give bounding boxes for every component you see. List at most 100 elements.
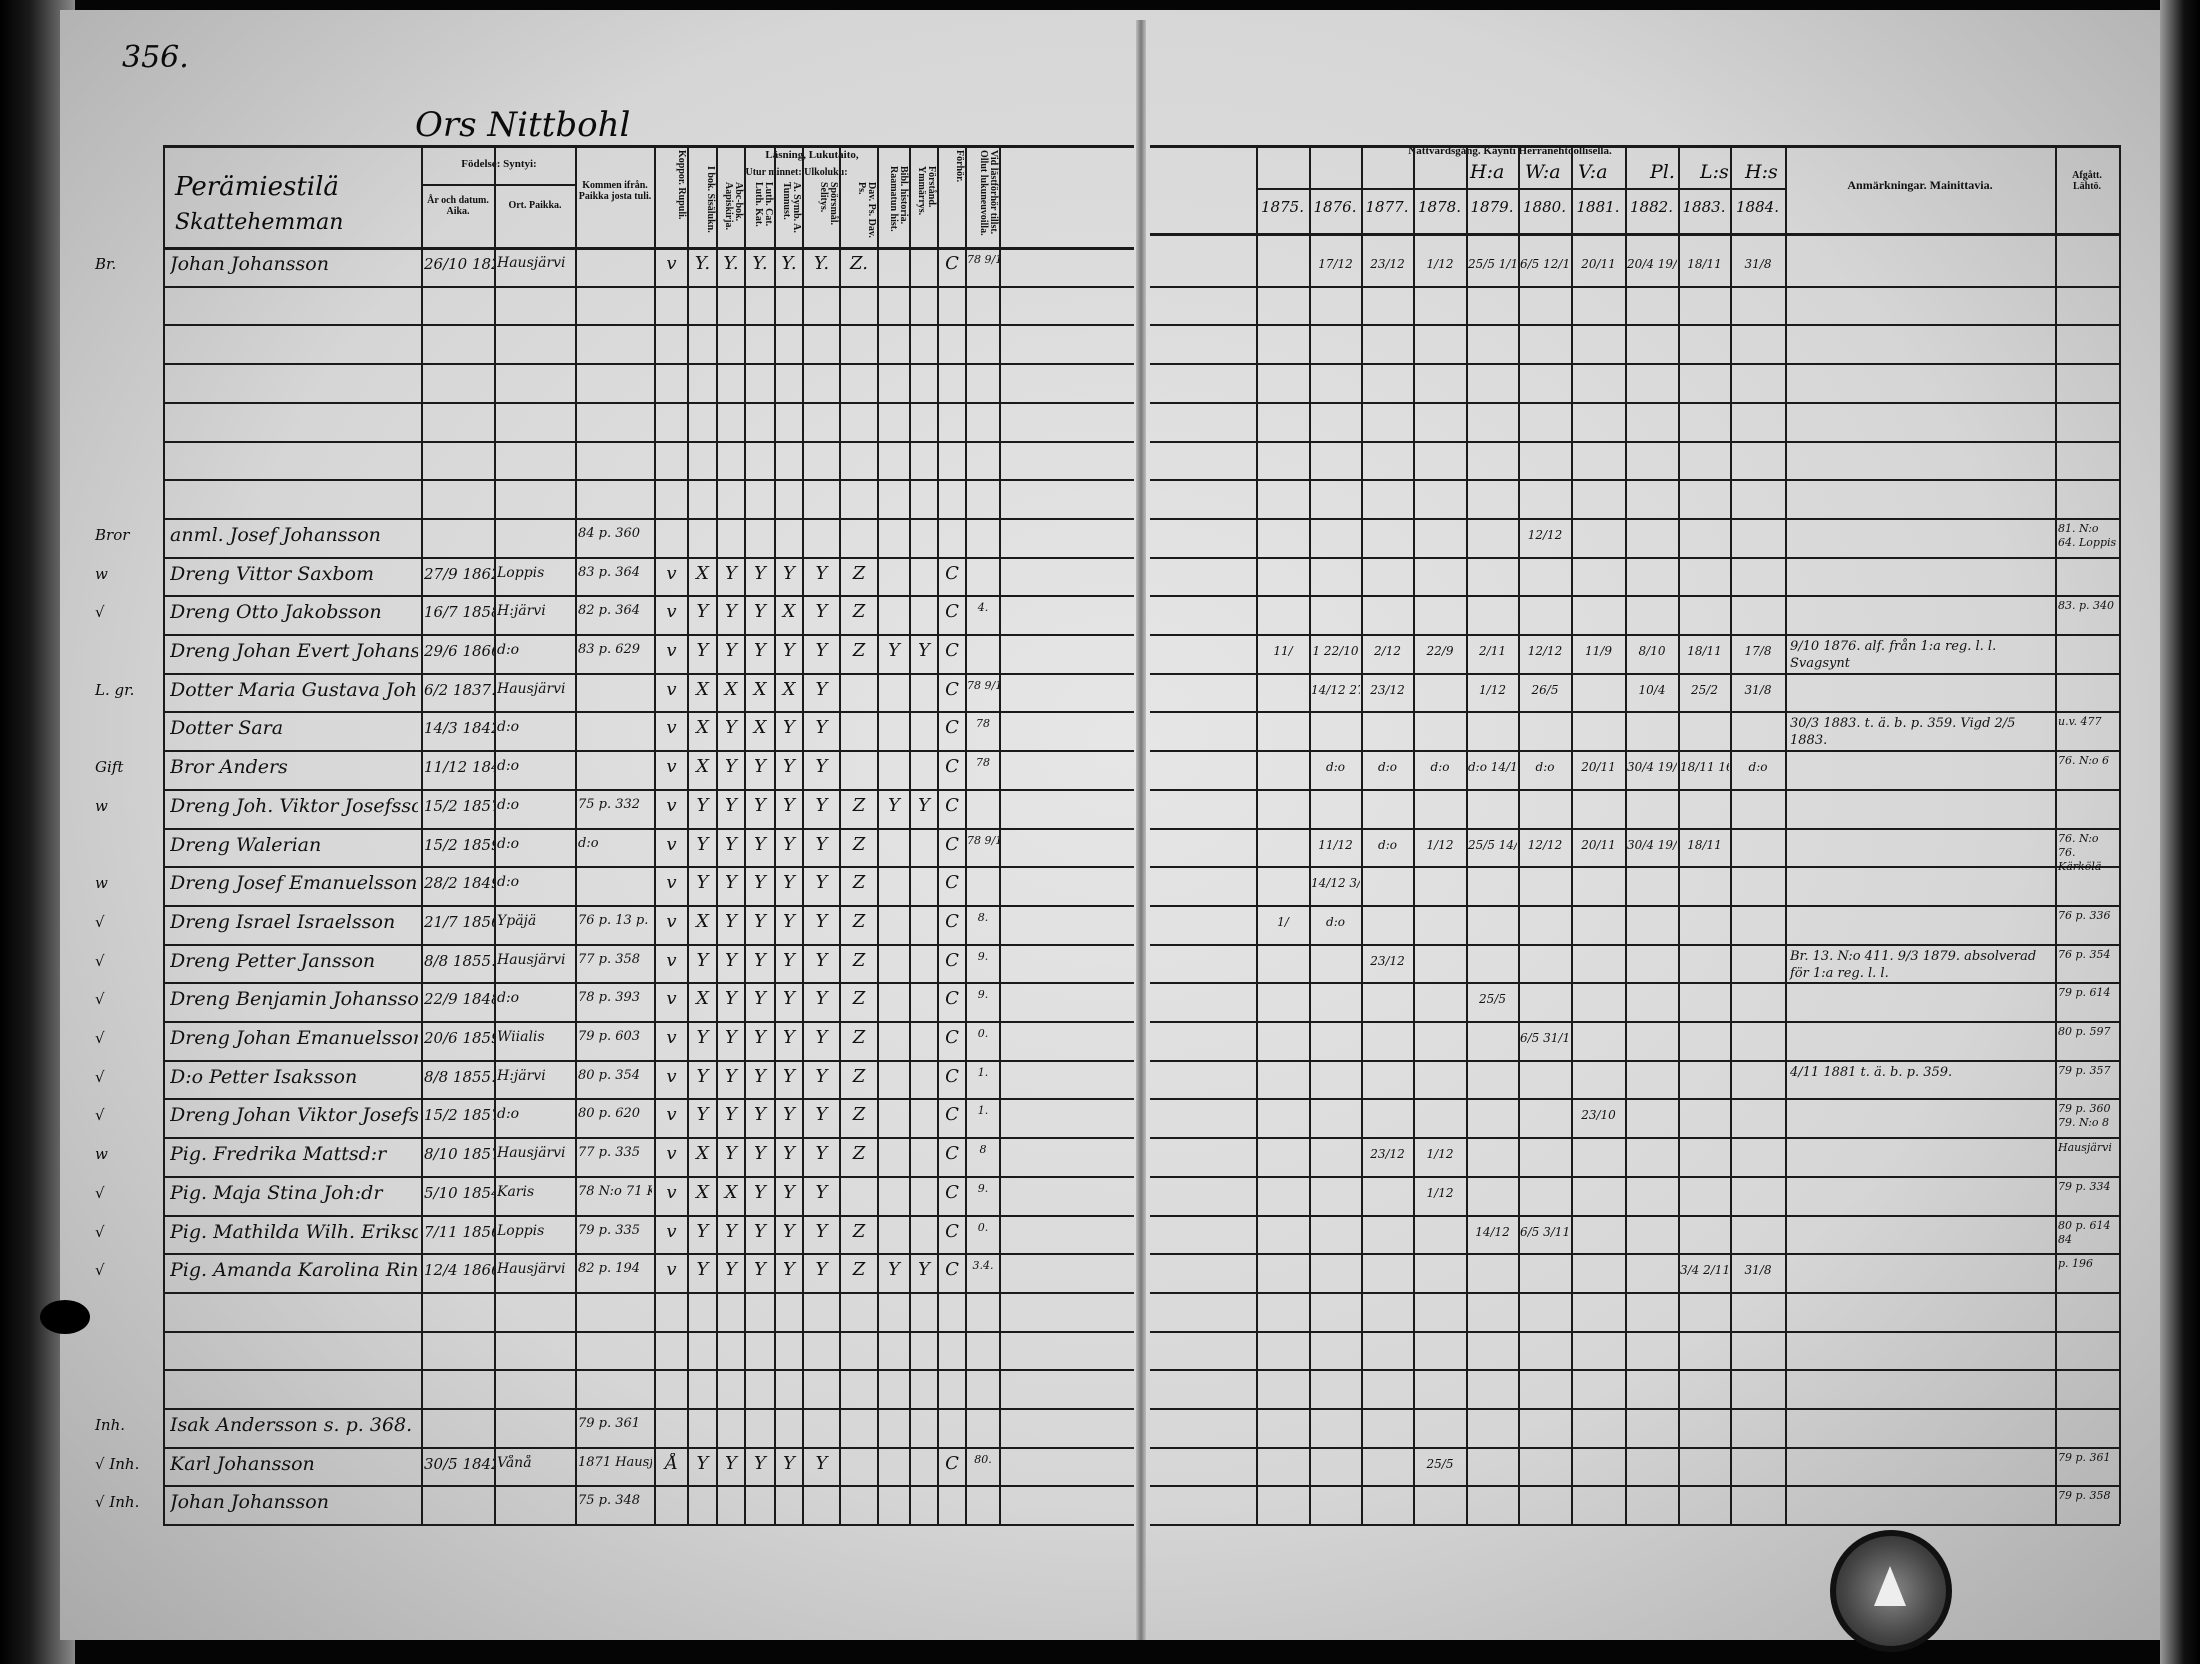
person-name: Dreng Johan Emanuelsson bbox=[170, 1027, 418, 1049]
row-rule bbox=[163, 1524, 1134, 1527]
reading-mark: 0. bbox=[977, 1027, 989, 1040]
communion-date: d:o bbox=[1326, 914, 1345, 929]
communion-year-header: 1877. bbox=[1365, 198, 1409, 216]
person-name: Dreng Walerian bbox=[170, 833, 322, 856]
reading-group-header: Läsning, Lukutaito, bbox=[765, 149, 859, 161]
column-rule bbox=[909, 145, 911, 1525]
reading-mark: 0. bbox=[977, 1220, 989, 1234]
reading-column-header: Bibl. historia. Raamatun hist. bbox=[888, 166, 909, 232]
reading-mark: Y bbox=[783, 1027, 795, 1048]
reading-mark: Y bbox=[815, 601, 828, 623]
birth-date: 30/5 1842. bbox=[424, 1454, 494, 1473]
communion-date: 1/12 bbox=[1426, 837, 1454, 852]
reading-mark: C bbox=[945, 756, 959, 778]
column-rule bbox=[1256, 145, 1258, 1525]
reading-mark: Y bbox=[783, 756, 795, 778]
reading-mark: Z bbox=[852, 601, 866, 623]
person-name: Pig. Amanda Karolina Ring bbox=[170, 1259, 418, 1282]
communion-date: 25/5 bbox=[1426, 1456, 1454, 1471]
reading-mark: X bbox=[696, 678, 709, 700]
header-bottom-rule bbox=[1150, 233, 2120, 236]
column-rule bbox=[163, 145, 165, 1525]
row-rule bbox=[163, 634, 1134, 636]
reading-mark: v bbox=[666, 872, 677, 894]
row-margin-mark: Gift bbox=[95, 758, 124, 777]
came-from: 83 p. 364 bbox=[578, 564, 641, 580]
reading-mark: C bbox=[945, 1027, 959, 1048]
reading-mark: X bbox=[696, 1143, 709, 1165]
row-margin-mark: L. gr. bbox=[95, 680, 135, 699]
birth-date: 6/2 1837. bbox=[424, 680, 494, 699]
communion-date: 22/9 bbox=[1426, 644, 1454, 658]
reading-mark: v bbox=[666, 1104, 677, 1126]
row-rule bbox=[163, 750, 1134, 753]
row-margin-mark: √ bbox=[95, 990, 105, 1009]
reading-column-header: I bok. Sisälukn. bbox=[705, 166, 716, 233]
row-rule bbox=[1150, 1408, 2120, 1410]
birth-place: Hausjärvi bbox=[497, 1145, 566, 1162]
row-margin-mark: Bror bbox=[95, 525, 130, 544]
person-name: Johan Johansson bbox=[170, 1491, 329, 1514]
reading-mark: 8 bbox=[979, 1143, 987, 1157]
communion-year-header: 1876. bbox=[1313, 198, 1357, 216]
reading-mark: Y bbox=[815, 872, 828, 894]
reading-mark: Y bbox=[815, 794, 828, 816]
person-name: Dreng Petter Jansson bbox=[170, 949, 376, 972]
communion-date: 26/5 bbox=[1531, 682, 1559, 697]
row-rule bbox=[163, 1291, 1134, 1294]
reading-mark: Y bbox=[725, 988, 737, 1010]
reading-mark: C bbox=[945, 794, 959, 816]
communion-date: 20/11 bbox=[1581, 257, 1616, 271]
column-rule bbox=[965, 145, 967, 1525]
reading-column-header: A. Symb. A. Tunnust. bbox=[781, 182, 802, 233]
birth-place: d:o bbox=[497, 758, 520, 775]
came-from: 75 p. 348 bbox=[578, 1493, 641, 1509]
reading-mark: v bbox=[666, 253, 677, 274]
reading-mark: Y bbox=[725, 1259, 737, 1281]
birth-date: 8/8 1855. bbox=[424, 1067, 494, 1086]
communion-date: 1/12 bbox=[1479, 682, 1506, 697]
communion-date: d:o bbox=[1748, 760, 1768, 775]
reading-mark: C bbox=[945, 1181, 959, 1203]
column-rule bbox=[1361, 145, 1363, 1525]
reading-mark: C bbox=[945, 949, 959, 971]
communion-date: d:o bbox=[1378, 760, 1397, 775]
reading-mark: Y bbox=[754, 1181, 766, 1203]
reading-mark: C bbox=[945, 910, 959, 932]
came-from: 79 p. 361 bbox=[578, 1416, 641, 1431]
row-rule bbox=[163, 1214, 1134, 1217]
row-rule bbox=[1150, 479, 2120, 482]
row-rule bbox=[163, 1175, 1134, 1178]
reading-mark: Y bbox=[725, 833, 737, 855]
person-name: Karl Johansson bbox=[170, 1452, 315, 1475]
reading-mark: Y bbox=[815, 1259, 828, 1281]
reading-mark: 1. bbox=[977, 1065, 989, 1079]
birth-subrule bbox=[421, 184, 575, 186]
reading-mark: X bbox=[696, 988, 709, 1010]
row-rule bbox=[163, 672, 1134, 675]
row-rule bbox=[1150, 711, 2120, 714]
birth-date: 11/12 1843. bbox=[424, 758, 494, 777]
reading-mark: Y bbox=[696, 1452, 709, 1474]
reading-mark: 8. bbox=[977, 910, 989, 924]
reading-column-header: Luth. Cat. Luth. Kat. bbox=[753, 182, 774, 227]
reading-mark: Y bbox=[725, 1220, 737, 1242]
communion-date: 14/12 3/11 bbox=[1311, 876, 1360, 891]
row-rule bbox=[163, 1369, 1134, 1372]
departed-note: 79 p. 357 bbox=[2058, 1063, 2111, 1077]
communion-date: 12/12 bbox=[1527, 837, 1563, 852]
column-rule bbox=[654, 145, 656, 1525]
header-top-rule bbox=[1150, 145, 2120, 148]
person-name: Dreng Johan Viktor Josefsson bbox=[170, 1104, 418, 1127]
person-name: Johan Johansson bbox=[170, 253, 329, 275]
came-from: 77 p. 335 bbox=[578, 1145, 641, 1161]
reading-mark: C bbox=[945, 678, 959, 700]
reading-mark: X bbox=[724, 678, 738, 700]
departed-note: 79 p. 360 79. N:o 8 bbox=[2058, 1102, 2111, 1130]
reading-mark: C bbox=[945, 1220, 959, 1242]
came-from: 79 p. 335 bbox=[578, 1222, 641, 1238]
birth-place: d:o bbox=[497, 642, 520, 658]
row-rule bbox=[1150, 1253, 2120, 1256]
row-rule bbox=[163, 788, 1134, 791]
came-from: 84 p. 360 bbox=[578, 525, 641, 541]
